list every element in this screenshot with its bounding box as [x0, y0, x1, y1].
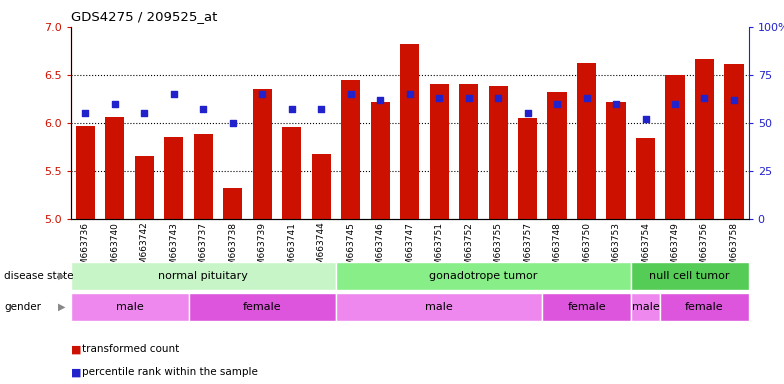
Text: ▶: ▶ — [57, 301, 65, 312]
Point — [433, 95, 445, 101]
Bar — [724, 64, 743, 219]
Point — [403, 91, 416, 97]
Bar — [311, 154, 331, 219]
Bar — [543, 293, 631, 321]
Bar — [430, 84, 448, 219]
Bar — [695, 59, 714, 219]
Bar — [223, 188, 242, 219]
Bar — [607, 102, 626, 219]
Bar — [71, 262, 336, 290]
Text: percentile rank within the sample: percentile rank within the sample — [82, 367, 258, 377]
Bar — [371, 102, 390, 219]
Point — [580, 95, 593, 101]
Bar — [282, 127, 301, 219]
Bar — [660, 293, 749, 321]
Bar — [188, 293, 336, 321]
Bar — [164, 137, 183, 219]
Bar — [631, 262, 749, 290]
Point — [285, 106, 298, 113]
Text: null cell tumor: null cell tumor — [649, 271, 730, 281]
Bar — [105, 117, 125, 219]
Point — [728, 97, 740, 103]
Bar — [341, 79, 361, 219]
Text: ▶: ▶ — [57, 271, 65, 281]
Point — [79, 110, 92, 116]
Point — [374, 97, 387, 103]
Point — [138, 110, 151, 116]
Bar — [336, 293, 543, 321]
Text: transformed count: transformed count — [82, 344, 180, 354]
Bar — [636, 138, 655, 219]
Bar — [252, 89, 272, 219]
Bar — [488, 86, 508, 219]
Point — [699, 95, 711, 101]
Text: normal pituitary: normal pituitary — [158, 271, 249, 281]
Text: female: female — [243, 301, 281, 312]
Bar — [518, 118, 537, 219]
Point — [344, 91, 357, 97]
Bar — [631, 293, 660, 321]
Bar — [135, 157, 154, 219]
Point — [521, 110, 534, 116]
Text: male: male — [425, 301, 453, 312]
Point — [551, 101, 564, 107]
Bar — [547, 92, 567, 219]
Point — [108, 101, 121, 107]
Point — [256, 91, 268, 97]
Point — [492, 95, 504, 101]
Bar — [666, 75, 684, 219]
Text: gender: gender — [4, 301, 41, 312]
Bar — [577, 63, 596, 219]
Point — [197, 106, 209, 113]
Point — [669, 101, 681, 107]
Point — [639, 116, 652, 122]
Bar — [194, 134, 212, 219]
Text: ■: ■ — [71, 344, 81, 354]
Point — [227, 120, 239, 126]
Text: ■: ■ — [71, 367, 81, 377]
Point — [610, 101, 622, 107]
Bar — [76, 126, 95, 219]
Bar — [71, 293, 188, 321]
Text: male: male — [116, 301, 143, 312]
Text: female: female — [685, 301, 724, 312]
Point — [315, 106, 328, 113]
Text: female: female — [568, 301, 606, 312]
Bar — [336, 262, 631, 290]
Bar — [459, 84, 478, 219]
Bar — [400, 44, 419, 219]
Text: gonadotrope tumor: gonadotrope tumor — [429, 271, 538, 281]
Point — [168, 91, 180, 97]
Text: GDS4275 / 209525_at: GDS4275 / 209525_at — [71, 10, 217, 23]
Text: disease state: disease state — [4, 271, 74, 281]
Text: male: male — [632, 301, 659, 312]
Point — [463, 95, 475, 101]
